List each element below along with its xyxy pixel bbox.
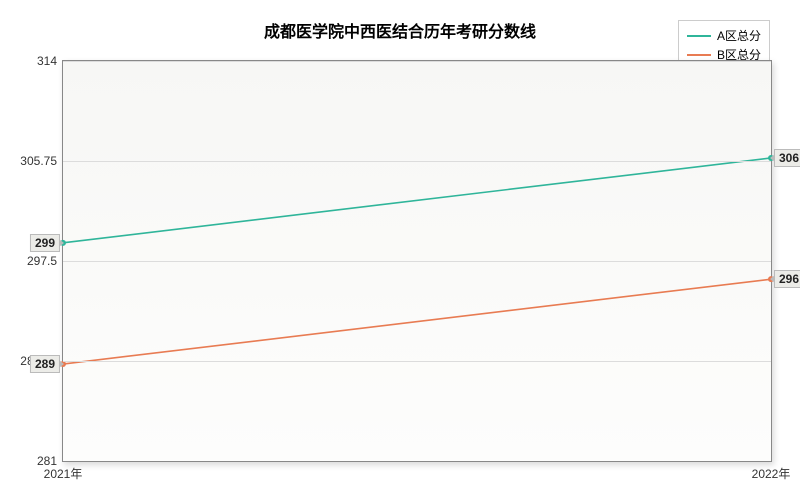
series-line: [63, 279, 771, 364]
point-label: 306: [774, 149, 800, 167]
gridline: [63, 61, 771, 62]
point-label: 289: [30, 355, 60, 373]
y-tick-label: 305.75: [20, 154, 63, 168]
gridline: [63, 361, 771, 362]
y-tick-label: 314: [37, 54, 63, 68]
gridline: [63, 161, 771, 162]
point-label: 299: [30, 234, 60, 252]
chart-container: 成都医学院中西医结合历年考研分数线 A区总分 B区总分 281289.25297…: [0, 0, 800, 500]
legend-item-a: A区总分: [687, 27, 761, 44]
plot-area: 281289.25297.5305.753142021年2022年2993062…: [62, 60, 772, 462]
series-line: [63, 158, 771, 243]
legend-swatch-b: [687, 54, 711, 56]
legend-label-a: A区总分: [717, 27, 761, 44]
legend-swatch-a: [687, 35, 711, 37]
x-tick-label: 2022年: [752, 461, 791, 482]
y-tick-label: 297.5: [27, 254, 63, 268]
gridline: [63, 261, 771, 262]
x-tick-label: 2021年: [44, 461, 83, 482]
point-label: 296: [774, 270, 800, 288]
